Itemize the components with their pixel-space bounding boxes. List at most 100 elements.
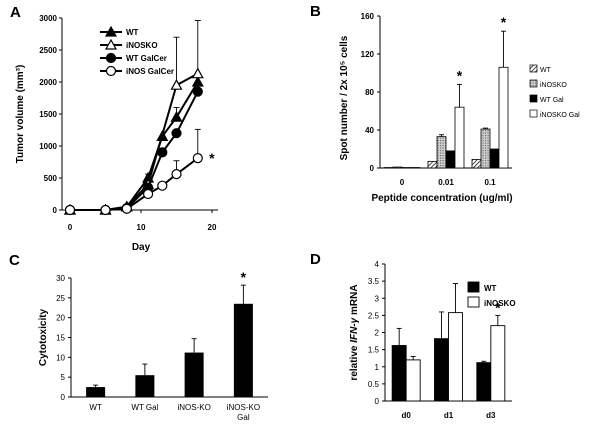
y-tick-label: 2000 [39, 78, 57, 87]
series-inos-galcer: iNOS GalCer [64, 65, 203, 216]
y-tick-label: 0 [61, 393, 66, 402]
data-point [64, 204, 76, 216]
chart-panel-d: 0 0.5 1 1.5 2 2.5 3 3.5 4 relative IFN-γ mRNA d0 d1… [349, 260, 516, 420]
bar [233, 303, 253, 397]
bar [184, 352, 204, 397]
bar [436, 136, 447, 169]
bar [489, 148, 500, 169]
legend-label: WT Gal [540, 97, 564, 104]
data-point [191, 67, 204, 79]
bar [448, 312, 463, 402]
y-tick-label: 3000 [39, 14, 57, 23]
legend-swatch [529, 109, 538, 118]
y-tick-label: 0 [375, 397, 380, 406]
panel-letter-c: C [9, 252, 20, 269]
significance-star: * [501, 14, 507, 30]
legend-label: WT [484, 284, 497, 293]
y-tick-label: 80 [365, 88, 374, 97]
data-point [143, 188, 154, 200]
chart-panel-a: 0 500 1000 1500 2000 2500 3000 0 10 20 Day Tumor vo… [15, 14, 218, 253]
y-tick-label: 0 [370, 164, 375, 173]
series-line [70, 72, 199, 211]
panel-letter-a: A [10, 4, 21, 21]
x-tick-label: 0.1 [484, 178, 496, 187]
data-point [191, 75, 204, 87]
legend-swatch [467, 281, 480, 293]
legend-label: iNOSKO [540, 82, 567, 89]
y-tick-label: 0 [53, 206, 58, 215]
y-tick-label: 40 [365, 126, 374, 135]
y-tick-label: 20 [56, 314, 65, 323]
series-wt-galcer: WT GalCer [64, 52, 203, 216]
bar [405, 359, 421, 402]
x-tick-label: d3 [486, 411, 496, 420]
bar [392, 166, 403, 169]
x-tick-label: 0.01 [438, 178, 454, 187]
x-tick-label: iNOS-KO [177, 403, 210, 412]
x-tick-label: 0 [68, 223, 73, 232]
bar [480, 128, 491, 169]
bar [434, 338, 449, 402]
y-tick-label: 0.5 [368, 380, 380, 389]
y-tick-label: 15 [56, 334, 65, 343]
data-point [157, 180, 168, 191]
legend-marker [104, 25, 118, 37]
x-tick-label: 20 [208, 223, 217, 232]
y-tick-label: 2.5 [368, 311, 380, 320]
legend-label: WT GalCer [126, 54, 167, 63]
legend-marker [104, 38, 118, 50]
bar [476, 362, 492, 402]
y-tick-label: 1500 [39, 110, 57, 119]
data-point [170, 78, 183, 90]
y-tick-label: 1.5 [368, 346, 380, 355]
panel-letter-b: B [310, 3, 321, 20]
legend-label: WT [126, 28, 139, 37]
legend-label: WT [540, 67, 552, 74]
y-axis-title: Tumor volume (mm³) [15, 65, 26, 164]
bar [498, 66, 509, 169]
data-point [171, 169, 182, 180]
legend-swatch [529, 94, 538, 103]
bar [454, 106, 465, 169]
bar [471, 159, 482, 169]
y-axis-title: Spot number / 2x 10⁵ cells [339, 35, 350, 160]
x-tick-label: WT [89, 403, 102, 412]
data-point [170, 110, 183, 122]
significance-star: * [241, 269, 247, 285]
x-tick-label: d1 [444, 411, 454, 420]
y-axis-title: relative IFN-γ mRNA [349, 284, 360, 380]
legend-swatch [529, 64, 538, 73]
legend-label: iNOSKO [484, 299, 516, 308]
data-point [157, 147, 168, 158]
series-line [70, 81, 199, 211]
y-axis-title: Cytotoxicity [38, 308, 49, 366]
legend-label: iNOSKO Gal [540, 112, 580, 119]
x-tick-label: d0 [401, 411, 411, 420]
x-axis-title: Day [132, 242, 151, 253]
significance-star: * [457, 67, 463, 83]
significance-star: * [495, 299, 501, 315]
y-tick-label: 2 [375, 329, 380, 338]
y-axis-title-part: mRNA [349, 284, 360, 317]
data-point [192, 153, 203, 164]
significance-star: * [209, 150, 215, 166]
data-point [192, 86, 203, 97]
bar [490, 325, 506, 402]
y-tick-label: 25 [56, 294, 65, 303]
series-inosko: iNOSKO [63, 20, 204, 215]
y-tick-label: 10 [56, 353, 65, 362]
y-tick-label: 500 [44, 174, 58, 183]
bar [135, 375, 155, 397]
bar [391, 345, 407, 402]
bar [427, 160, 438, 169]
y-tick-label: 3.5 [368, 277, 380, 286]
x-tick-label: 0 [400, 178, 405, 187]
legend-swatch [529, 79, 538, 88]
x-tick-label: Gal [237, 413, 250, 422]
legend-marker [105, 65, 117, 77]
panel-letter-d: D [310, 251, 321, 268]
x-tick-label: iNOS-KO [227, 403, 260, 412]
y-tick-label: 120 [361, 50, 375, 59]
chart-panel-b: 0 40 80 120 160 Spot number / 2x 10⁵ cells Pep… [339, 12, 580, 204]
